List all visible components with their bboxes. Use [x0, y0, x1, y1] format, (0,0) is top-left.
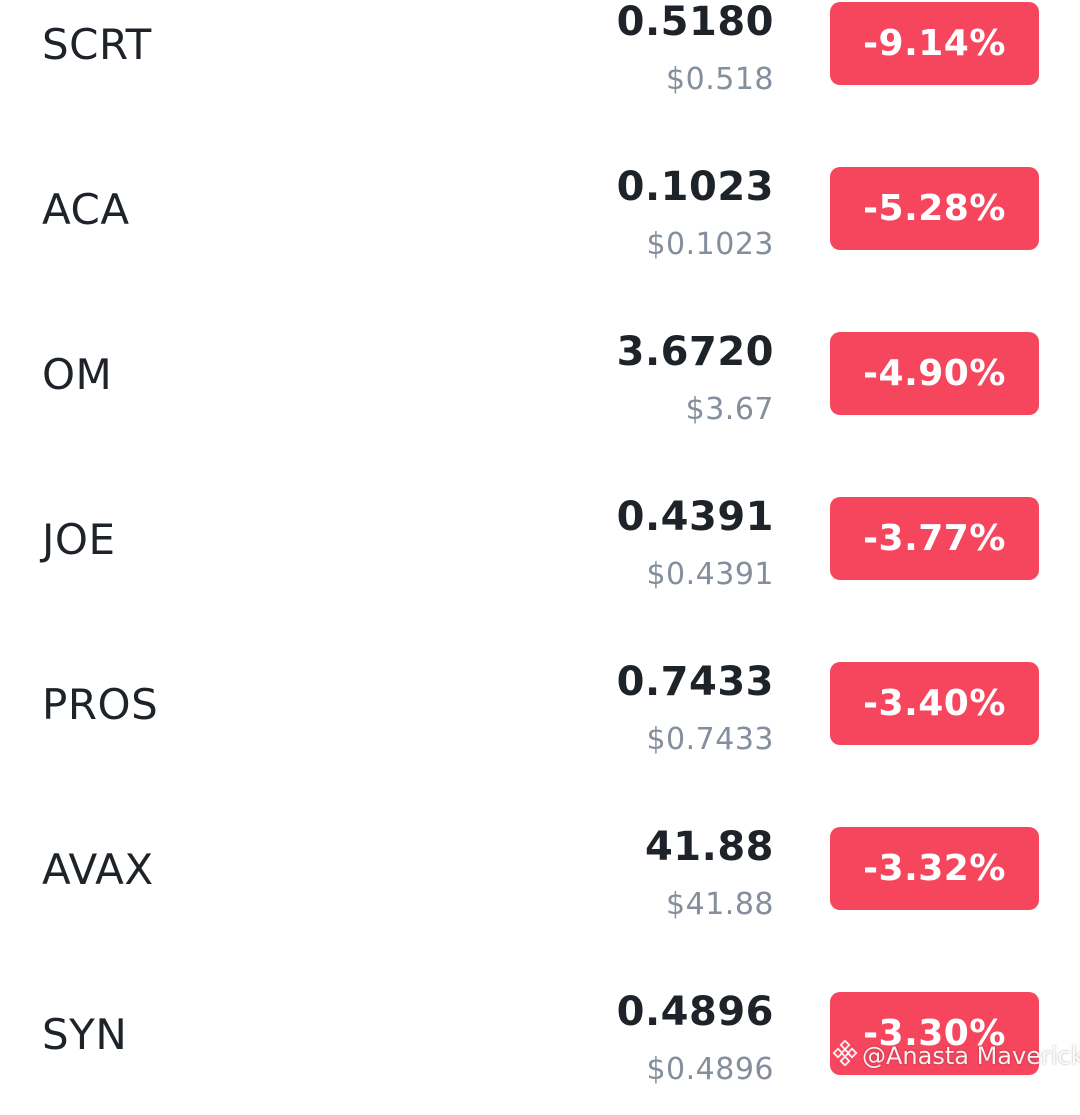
change-percent-badge[interactable]: -4.90%	[830, 332, 1039, 415]
fiat-price: $0.7433	[646, 722, 774, 757]
change-percent-badge[interactable]: -3.32%	[830, 827, 1039, 910]
pair-symbol: SCRT	[42, 20, 152, 69]
fiat-price: $0.1023	[646, 227, 774, 262]
change-percent-badge[interactable]: -9.14%	[830, 2, 1039, 85]
pair-symbol: OM	[42, 350, 113, 399]
pair-symbol: ACA	[42, 185, 130, 234]
change-percent-badge[interactable]: -5.28%	[830, 167, 1039, 250]
pair-symbol: SYN	[42, 1010, 128, 1059]
last-price: 0.5180	[616, 0, 774, 45]
fiat-price: $41.88	[666, 887, 774, 922]
binance-logo-icon	[832, 1039, 862, 1072]
last-price: 0.7433	[616, 659, 774, 705]
fiat-price: $0.4896	[646, 1052, 774, 1087]
watermark: @Anasta Maverick	[832, 1038, 1080, 1074]
market-row-aca[interactable]: ACA 0.1023 $0.1023 -5.28%	[0, 125, 1080, 290]
watermark-text: @Anasta Maverick	[862, 1042, 1080, 1070]
last-price: 0.1023	[616, 164, 774, 210]
market-row-pros[interactable]: PROS 0.7433 $0.7433 -3.40%	[0, 620, 1080, 785]
change-percent-badge[interactable]: -3.40%	[830, 662, 1039, 745]
fiat-price: $0.518	[666, 62, 774, 97]
market-row-om[interactable]: OM 3.6720 $3.67 -4.90%	[0, 290, 1080, 455]
last-price: 0.4391	[616, 494, 774, 540]
pair-symbol: PROS	[42, 680, 159, 729]
market-row-joe[interactable]: JOE 0.4391 $0.4391 -3.77%	[0, 455, 1080, 620]
change-percent-badge[interactable]: -3.77%	[830, 497, 1039, 580]
last-price: 0.4896	[616, 989, 774, 1035]
fiat-price: $3.67	[685, 392, 774, 427]
pair-symbol: AVAX	[42, 845, 154, 894]
fiat-price: $0.4391	[646, 557, 774, 592]
market-row-avax[interactable]: AVAX 41.88 $41.88 -3.32%	[0, 785, 1080, 950]
pair-symbol: JOE	[42, 515, 116, 564]
market-row-scrt[interactable]: SCRT 0.5180 $0.518 -9.14%	[0, 0, 1080, 125]
market-row-syn[interactable]: SYN 0.4896 $0.4896 -3.30%	[0, 950, 1080, 1115]
last-price: 3.6720	[616, 329, 774, 375]
change-percent-badge[interactable]: -3.30%	[830, 992, 1039, 1075]
last-price: 41.88	[644, 824, 774, 870]
